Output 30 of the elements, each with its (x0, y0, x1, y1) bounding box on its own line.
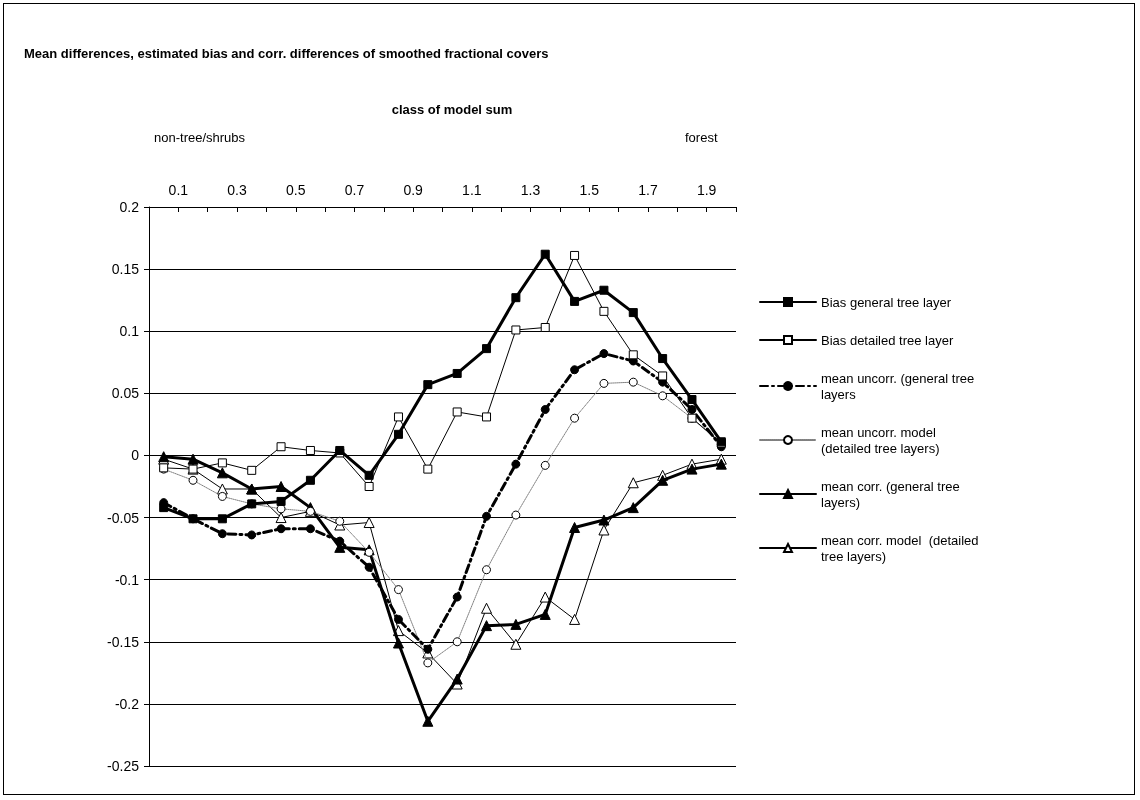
x-tick-label: 0.1 (168, 182, 189, 198)
y-tick-label: 0.05 (111, 385, 140, 402)
y-tick-label: -0.2 (114, 695, 140, 712)
x-tick-label: 0.7 (344, 182, 365, 198)
text: non-tree/shrubs (154, 130, 246, 145)
y-tick-label: 0.15 (111, 261, 140, 278)
y-tick-label: -0.15 (107, 633, 140, 650)
x-tick-label: 0.3 (227, 182, 247, 198)
x-tick-label: 0.5 (286, 182, 306, 198)
x-tick-label: 1.5 (579, 182, 600, 198)
x-tick-label: 1.3 (520, 182, 541, 198)
legend-label: mean uncorr. (general tree layers (821, 370, 978, 402)
legend-label: mean uncorr. model (detailed tree layers) (821, 424, 940, 456)
chart-title: Mean differences, estimated bias and corr. differences of smoothed fractional covers (24, 46, 549, 61)
text: forest (685, 130, 718, 145)
x-tick-label: 1.1 (462, 182, 482, 198)
y-tick-label: -0.1 (114, 571, 140, 588)
legend-label: mean corr. model (detailed tree layers) (821, 532, 983, 564)
legend-label: Bias detailed tree layer (821, 332, 954, 348)
x-axis-title: class of model sum (391, 102, 513, 117)
y-tick-label: -0.25 (107, 758, 140, 774)
legend-label: Bias general tree layer (821, 294, 952, 310)
y-tick-label: 0.2 (119, 199, 140, 215)
x-tick-label: 1.9 (696, 182, 717, 198)
y-tick-label: -0.05 (107, 509, 140, 526)
y-tick-label: 0 (131, 447, 140, 464)
x-tick-label: 1.7 (638, 182, 658, 198)
x-tick-label: 0.9 (403, 182, 424, 198)
legend-label: mean corr. (general tree layers) (821, 478, 964, 510)
y-tick-label: 0.1 (119, 323, 140, 340)
